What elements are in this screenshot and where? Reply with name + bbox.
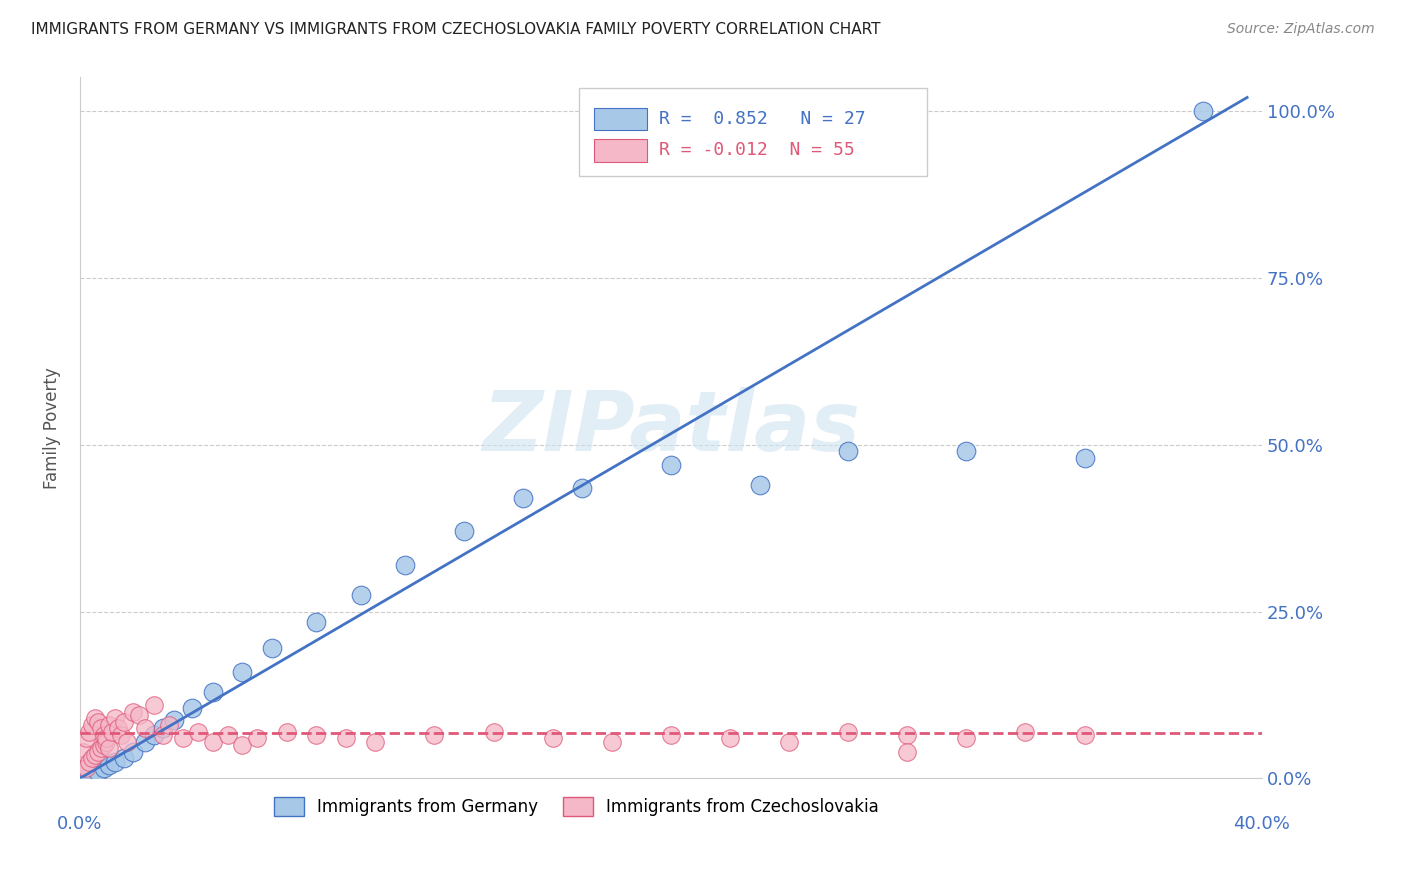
Point: [72, 745, 94, 759]
Bar: [595, 139, 647, 161]
Point: [72, 758, 94, 772]
Point: [96, 735, 118, 749]
Point: [217, 728, 239, 742]
Point: [896, 745, 918, 759]
Point: [305, 728, 328, 742]
Point: [75, 731, 97, 746]
Point: [955, 444, 977, 458]
Text: R =  0.852   N = 27: R = 0.852 N = 27: [659, 110, 866, 128]
Point: [659, 728, 682, 742]
Point: [201, 684, 224, 698]
Point: [77, 724, 100, 739]
Point: [93, 738, 115, 752]
Point: [83, 711, 105, 725]
Point: [172, 731, 194, 746]
Text: 0.0%: 0.0%: [58, 815, 103, 833]
Point: [187, 724, 209, 739]
Point: [600, 735, 623, 749]
Point: [1014, 724, 1036, 739]
Point: [231, 665, 253, 679]
Point: [364, 735, 387, 749]
Point: [86, 714, 108, 729]
Point: [152, 722, 174, 736]
Point: [104, 711, 127, 725]
Point: [201, 735, 224, 749]
Point: [571, 481, 593, 495]
Point: [896, 728, 918, 742]
Point: [778, 735, 800, 749]
Point: [955, 731, 977, 746]
Point: [512, 491, 534, 505]
FancyBboxPatch shape: [579, 88, 928, 176]
Point: [112, 714, 135, 729]
Point: [134, 735, 156, 749]
Point: [101, 724, 124, 739]
Y-axis label: Family Poverty: Family Poverty: [44, 367, 60, 489]
Point: [1073, 728, 1095, 742]
Point: [83, 747, 105, 762]
Text: IMMIGRANTS FROM GERMANY VS IMMIGRANTS FROM CZECHOSLOVAKIA FAMILY POVERTY CORRELA: IMMIGRANTS FROM GERMANY VS IMMIGRANTS FR…: [31, 22, 880, 37]
Point: [349, 588, 371, 602]
Point: [86, 745, 108, 759]
Point: [77, 768, 100, 782]
Point: [122, 705, 145, 719]
Point: [75, 761, 97, 775]
Point: [163, 713, 186, 727]
Point: [142, 698, 165, 712]
Point: [276, 724, 298, 739]
Point: [98, 758, 121, 772]
Point: [260, 641, 283, 656]
Point: [96, 731, 118, 746]
Point: [453, 524, 475, 539]
Point: [748, 477, 770, 491]
Point: [93, 728, 115, 742]
Point: [86, 764, 108, 779]
Point: [80, 718, 103, 732]
Point: [115, 735, 138, 749]
Point: [110, 728, 132, 742]
Point: [77, 755, 100, 769]
Point: [231, 738, 253, 752]
Bar: [595, 108, 647, 130]
Point: [93, 761, 115, 775]
Point: [157, 718, 180, 732]
Text: 40.0%: 40.0%: [1233, 815, 1291, 833]
Point: [104, 755, 127, 769]
Point: [1073, 450, 1095, 465]
Point: [107, 722, 129, 736]
Point: [142, 728, 165, 742]
Point: [1191, 103, 1213, 118]
Point: [134, 722, 156, 736]
Point: [246, 731, 269, 746]
Point: [98, 741, 121, 756]
Legend: Immigrants from Germany, Immigrants from Czechoslovakia: Immigrants from Germany, Immigrants from…: [267, 790, 886, 822]
Point: [659, 458, 682, 472]
Point: [305, 615, 328, 629]
Point: [90, 722, 112, 736]
Text: Source: ZipAtlas.com: Source: ZipAtlas.com: [1227, 22, 1375, 37]
Point: [541, 731, 564, 746]
Point: [423, 728, 446, 742]
Point: [837, 444, 859, 458]
Point: [80, 751, 103, 765]
Point: [122, 745, 145, 759]
Point: [482, 724, 505, 739]
Text: R = -0.012  N = 55: R = -0.012 N = 55: [659, 141, 855, 160]
Point: [394, 558, 416, 572]
Point: [837, 724, 859, 739]
Point: [128, 708, 150, 723]
Point: [112, 751, 135, 765]
Point: [335, 731, 357, 746]
Point: [98, 718, 121, 732]
Point: [181, 701, 204, 715]
Text: ZIPatlas: ZIPatlas: [482, 387, 860, 468]
Point: [152, 728, 174, 742]
Point: [90, 741, 112, 756]
Point: [718, 731, 741, 746]
